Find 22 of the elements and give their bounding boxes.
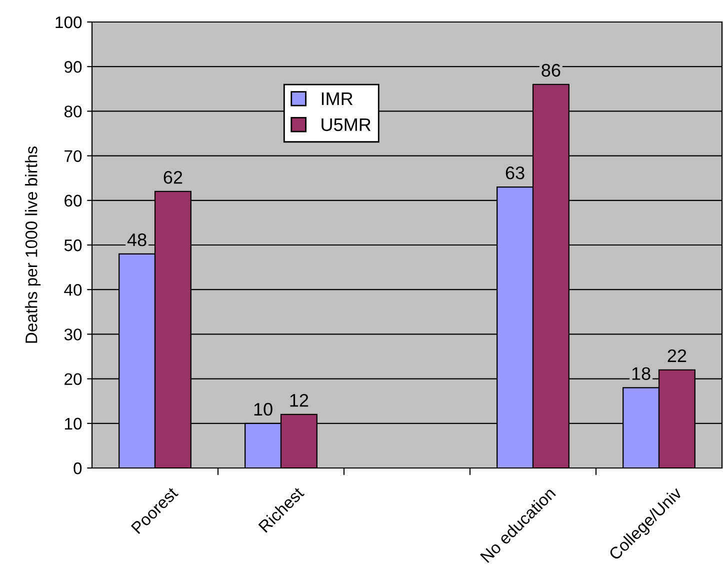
y-tick-label: 90 — [64, 61, 82, 73]
y-tick-label: 60 — [64, 194, 82, 207]
legend-label: IMR — [322, 92, 353, 105]
y-tick-label: 70 — [64, 150, 82, 162]
y-tick-label: 0 — [74, 462, 82, 474]
y-tick-label: 10 — [65, 418, 82, 430]
legend-label: U5MR — [322, 118, 371, 132]
data-label: 10 — [254, 402, 272, 416]
y-tick-label: 80 — [64, 106, 82, 118]
data-label: 48 — [127, 233, 146, 246]
y-tick-label: 40 — [64, 284, 82, 296]
data-label: 22 — [668, 349, 686, 362]
data-label: 18 — [632, 367, 650, 380]
data-label: 86 — [542, 64, 560, 77]
y-tick-label: 100 — [56, 16, 82, 28]
y-axis-title: Deaths per 1000 live births — [25, 146, 41, 343]
y-tick-label: 30 — [64, 328, 82, 340]
data-label: 12 — [290, 394, 308, 407]
y-tick-label: 20 — [64, 373, 82, 386]
y-tick-label: 50 — [64, 239, 82, 252]
data-label: 63 — [506, 166, 524, 180]
data-label: 62 — [164, 170, 182, 184]
